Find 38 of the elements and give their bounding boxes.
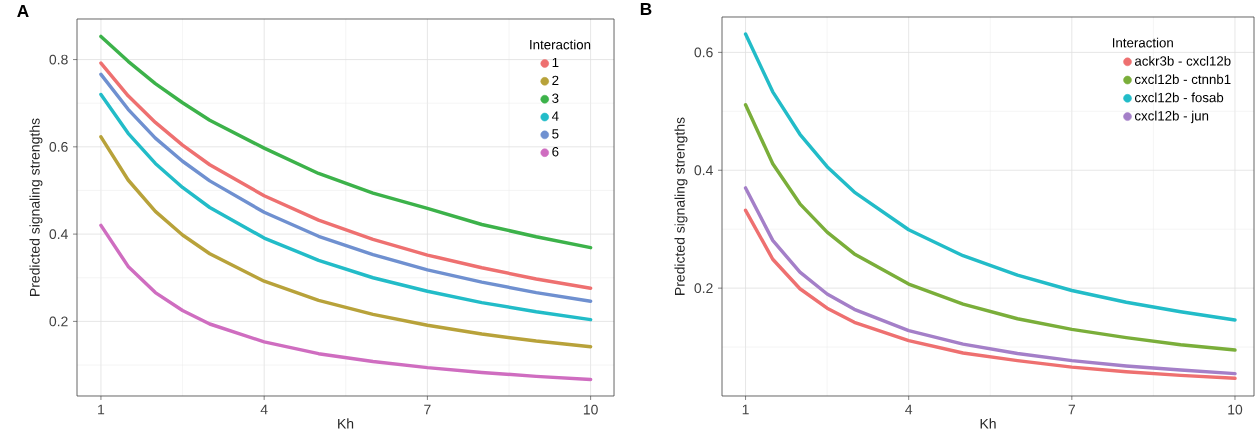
line-series (99, 223, 593, 382)
legend-label: 3 (552, 93, 559, 103)
y-tick-label: 0.4 (694, 165, 713, 176)
x-tick-label: 10 (1228, 404, 1243, 415)
chart-title: A (17, 5, 29, 17)
line-series (99, 34, 593, 250)
legend-label: cxcl12b - jun (1134, 110, 1209, 124)
x-axis-title: Kh (980, 418, 996, 429)
x-tick-label: 1 (98, 404, 105, 415)
x-tick-label: 4 (260, 404, 268, 415)
y-tick-label: 0.6 (694, 47, 713, 58)
y-tick-label: 0.8 (49, 54, 68, 65)
legend-label: cxcl12b - ctnnb1 (1134, 74, 1231, 84)
x-tick-label: 7 (424, 404, 431, 415)
y-axis-title: Predicted signaling strengths (29, 118, 43, 296)
legend-title: Interaction (530, 39, 591, 50)
legend-label: 1 (552, 57, 559, 68)
legend-label: 4 (551, 111, 559, 121)
chart-title: B (640, 3, 652, 15)
y-tick-label: 0.6 (49, 141, 68, 152)
legend-label: 5 (552, 129, 559, 139)
x-tick-label: 10 (583, 404, 598, 415)
x-tick-label: 4 (905, 404, 913, 415)
legend-title: Interaction (1112, 37, 1173, 48)
x-tick-label: 1 (742, 404, 749, 415)
y-axis-title: Predicted signaling strengths (674, 117, 688, 295)
legend-label: 2 (552, 75, 559, 85)
x-axis-title: Kh (338, 418, 354, 429)
line-series (99, 92, 593, 322)
legend-label: ackr3b - cxcl12b (1134, 55, 1231, 66)
line-series (743, 103, 1237, 352)
legend-label: cxcl12b - fosab (1134, 92, 1224, 103)
legend-label: 6 (552, 147, 559, 157)
y-tick-label: 0.2 (694, 283, 713, 294)
y-tick-label: 0.4 (49, 229, 68, 240)
y-tick-label: 0.2 (49, 316, 68, 327)
line-series (743, 32, 1237, 322)
x-tick-label: 7 (1068, 404, 1075, 415)
